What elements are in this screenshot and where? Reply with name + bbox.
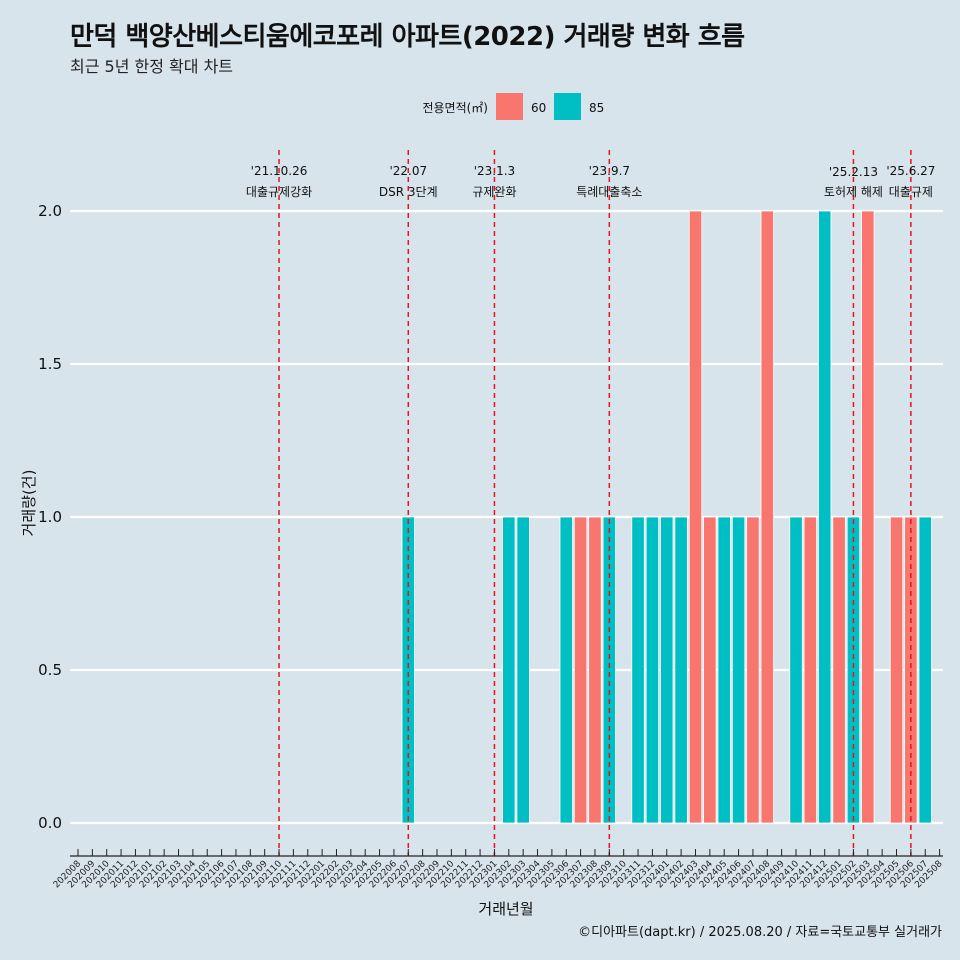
bar-60 [573, 516, 588, 824]
legend-swatch-60 [496, 93, 523, 120]
bar-85 [602, 516, 616, 824]
event-date: '22.07 [389, 164, 427, 178]
event-date: '21.10.26 [251, 164, 308, 178]
legend-swatch-85 [554, 93, 581, 120]
event-date: '23.1.3 [474, 164, 515, 178]
bar-85 [674, 516, 688, 824]
chart-subtitle: 최근 5년 한정 확대 차트 [70, 57, 234, 76]
event-label: DSR 3단계 [379, 185, 438, 199]
y-axis-title: 거래량(건) [20, 470, 38, 537]
bar-60 [889, 516, 904, 824]
bar-85 [660, 516, 674, 824]
bar-60 [861, 210, 875, 824]
bar-60 [588, 516, 602, 824]
bar-85 [645, 516, 660, 824]
event-date: '23.9.7 [589, 164, 630, 178]
bar-85 [516, 516, 530, 824]
y-tick-label: 0.0 [38, 814, 62, 832]
y-tick-label: 1.5 [38, 355, 62, 373]
event-label: 규제완화 [472, 185, 516, 199]
y-tick-label: 0.5 [38, 661, 62, 679]
chart-title: 만덕 백양산베스티움에코포레 아파트(2022) 거래량 변화 흐름 [70, 22, 745, 52]
legend-label-85: 85 [589, 101, 604, 115]
event-label: 대출규제 [889, 185, 933, 199]
bar-85 [731, 516, 746, 824]
bar-85 [631, 516, 645, 824]
bar-60 [688, 210, 703, 824]
bar-60 [832, 516, 846, 824]
bar-85 [818, 210, 832, 824]
bar-85 [918, 516, 932, 824]
bar-60 [760, 210, 774, 824]
bar-60 [746, 516, 760, 824]
event-label: 대출규제강화 [246, 185, 312, 199]
bar-60 [703, 516, 717, 824]
bar-85 [559, 516, 573, 824]
event-date: '25.6.27 [886, 164, 935, 178]
bar-85 [789, 516, 803, 824]
bar-85 [717, 516, 731, 824]
legend-title: 전용면적(㎡) [422, 101, 488, 115]
event-label: 토허제 해제 [824, 185, 883, 199]
event-label: 특례대출축소 [576, 185, 642, 199]
event-date: '25.2.13 [829, 165, 878, 179]
bar-60 [904, 516, 918, 824]
source-caption: ©디아파트(dapt.kr) / 2025.08.20 / 자료=국토교통부 실… [578, 925, 942, 940]
bar-60 [803, 516, 818, 824]
bar-85 [846, 516, 861, 824]
y-tick-label: 1.0 [38, 508, 62, 526]
bar-85 [502, 516, 516, 824]
legend-label-60: 60 [531, 101, 546, 115]
y-tick-label: 2.0 [38, 202, 62, 220]
x-axis-title: 거래년월 [478, 900, 533, 918]
bar-85 [401, 516, 415, 824]
